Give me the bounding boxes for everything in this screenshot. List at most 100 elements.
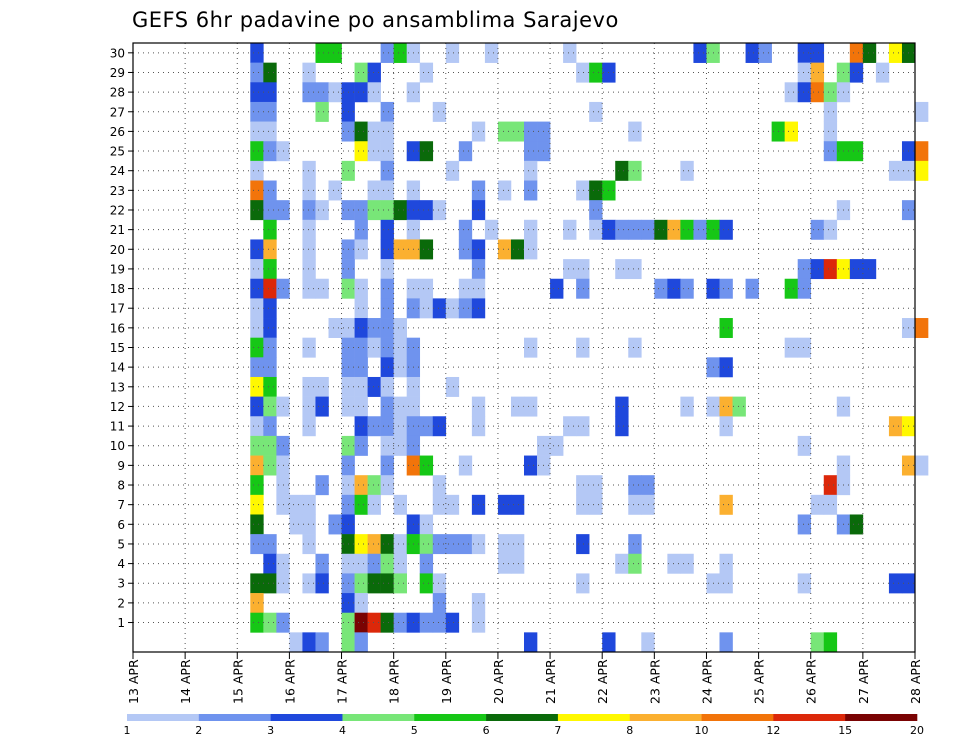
x-tick-label: 19 APR <box>439 659 454 704</box>
heatmap-cell <box>263 62 277 83</box>
y-tick-label: 8 <box>117 479 125 493</box>
heatmap-cell <box>380 455 394 476</box>
y-tick-label: 13 <box>110 380 125 394</box>
colorbar: 1 2 3 4 5 6 7 8 10 12 15 20 <box>124 714 924 737</box>
heatmap-cell <box>354 62 368 83</box>
colorbar-label: 4 <box>339 724 346 737</box>
heatmap-cell <box>263 553 277 574</box>
heatmap-cell <box>510 494 525 515</box>
heatmap-cell <box>354 573 368 594</box>
heatmap-cell <box>719 396 733 417</box>
y-tick-label: 26 <box>110 125 125 139</box>
heatmap-cell <box>328 514 342 535</box>
heatmap-cell <box>380 200 394 221</box>
heatmap-cell <box>250 396 264 417</box>
heatmap-cell <box>563 43 577 63</box>
heatmap-cell <box>367 475 381 496</box>
heatmap-cell <box>250 298 264 319</box>
heatmap-cell <box>250 82 264 103</box>
heatmap-cell <box>315 101 329 122</box>
heatmap-cell <box>458 455 473 476</box>
heatmap-cell <box>354 219 368 240</box>
y-tick-label: 25 <box>110 145 125 159</box>
heatmap-cell <box>497 180 512 201</box>
heatmap-cell <box>823 259 838 280</box>
heatmap-cell <box>250 416 264 437</box>
heatmap-cell <box>302 337 316 358</box>
heatmap-cell <box>315 475 329 496</box>
y-tick-label: 22 <box>110 203 125 217</box>
heatmap-cell <box>862 259 877 280</box>
heatmap-cell <box>393 573 407 594</box>
y-tick-label: 14 <box>110 361 125 375</box>
heatmap-cell <box>302 239 316 260</box>
heatmap-cell <box>419 62 434 83</box>
x-tick-label: 15 APR <box>230 659 245 704</box>
y-tick-label: 29 <box>110 66 125 80</box>
heatmap-cell <box>380 101 394 122</box>
heatmap-cell <box>628 219 642 240</box>
colorbar-label: 7 <box>554 724 561 737</box>
heatmap-cell <box>484 219 499 240</box>
heatmap-cell <box>302 514 316 535</box>
heatmap-cell <box>719 494 733 515</box>
heatmap-cell <box>250 612 264 633</box>
heatmap-cell <box>367 337 381 358</box>
heatmap-cell <box>810 62 825 83</box>
heatmap-cell <box>380 435 394 456</box>
heatmap-cell <box>497 494 512 515</box>
heatmap-cell <box>432 416 447 437</box>
heatmap-cell <box>367 573 381 594</box>
heatmap-cell <box>380 318 394 338</box>
heatmap-cell <box>367 82 381 103</box>
heatmap-cell <box>419 534 434 555</box>
heatmap-cell <box>641 632 655 653</box>
heatmap-cell <box>628 475 642 496</box>
heatmap-cell <box>380 416 394 437</box>
heatmap-cell <box>589 219 603 240</box>
y-tick-label: 10 <box>110 439 125 453</box>
heatmap-cell <box>289 632 303 653</box>
heatmap-cell <box>797 435 812 456</box>
heatmap-cell <box>784 121 798 142</box>
y-tick-label: 11 <box>110 420 125 434</box>
x-tick-label: 27 APR <box>856 659 871 704</box>
heatmap-cell <box>823 82 838 103</box>
heatmap-cell <box>576 475 590 496</box>
heatmap-cell <box>823 475 838 496</box>
colorbar-label: 15 <box>838 724 852 737</box>
heatmap-cell <box>510 553 525 574</box>
x-tick-label: 22 APR <box>595 659 610 704</box>
heatmap-cell <box>615 396 629 417</box>
heatmap-cell <box>432 593 447 614</box>
heatmap-cell <box>380 553 394 574</box>
heatmap-cell <box>849 259 864 280</box>
heatmap-cell <box>445 298 460 319</box>
heatmap-cell <box>915 318 929 338</box>
heatmap-cell <box>432 573 447 594</box>
x-axis: 13 APR 14 APR 15 APR 16 APR 17 APR 18 APR 19 A… <box>126 652 923 704</box>
x-tick-label: 28 APR <box>908 659 923 704</box>
colorbar-label: 6 <box>483 724 490 737</box>
y-tick-label: 28 <box>110 86 125 100</box>
y-tick-label: 16 <box>110 321 125 335</box>
heatmap-cell <box>380 160 394 181</box>
heatmap-cell <box>393 337 407 358</box>
heatmap-cell <box>667 553 681 574</box>
heatmap-cell <box>302 278 316 299</box>
heatmap-cell <box>250 337 264 358</box>
heatmap-cell <box>458 141 473 162</box>
heatmap-cell <box>302 82 316 103</box>
y-tick-label: 23 <box>110 184 125 198</box>
heatmap-cell <box>250 278 264 299</box>
heatmap-cell <box>263 357 277 378</box>
heatmap-cell <box>354 278 368 299</box>
heatmap-cell <box>263 121 277 142</box>
heatmap-cell <box>250 62 264 83</box>
heatmap-cell <box>328 43 342 63</box>
heatmap-cell <box>628 494 642 515</box>
heatmap-cell <box>497 553 512 574</box>
heatmap-cell <box>380 396 394 417</box>
heatmap-cell <box>589 101 603 122</box>
heatmap-cell <box>654 278 668 299</box>
